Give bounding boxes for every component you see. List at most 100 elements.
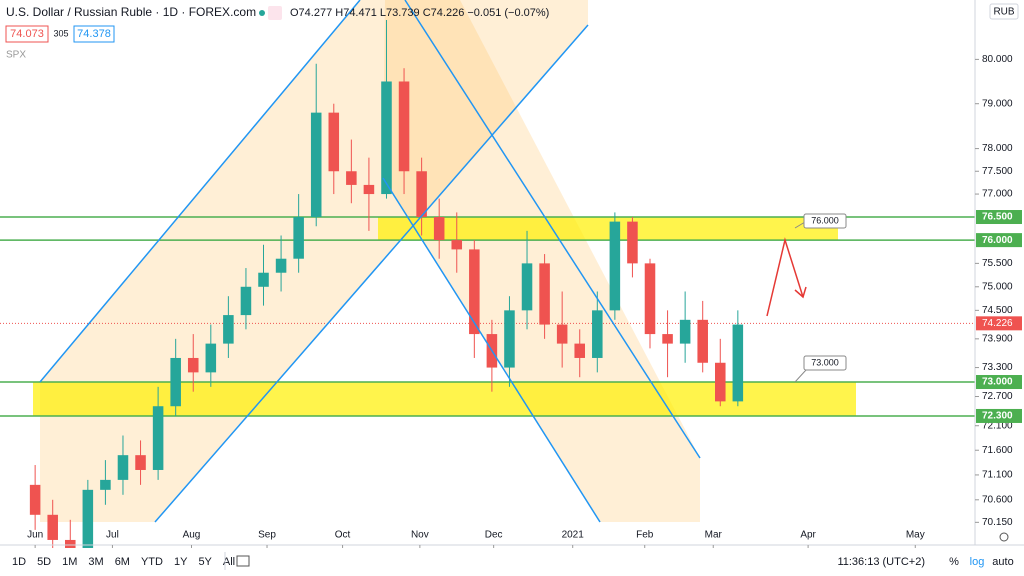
candle-body [205, 343, 217, 373]
y-tick-label: 80.000 [982, 54, 1013, 65]
ask: 74.378 [77, 28, 111, 40]
level-tag-label: 72.300 [982, 411, 1013, 422]
x-tick-label: Nov [411, 530, 429, 541]
currency-badge [989, 3, 1019, 20]
candle-body [363, 184, 375, 195]
settings-button[interactable] [999, 532, 1009, 542]
callout-text: 76.000 [811, 215, 839, 225]
candle-body [592, 310, 603, 358]
toolbar [0, 548, 1024, 576]
date-range-button[interactable] [236, 555, 250, 567]
price-axis [975, 0, 1024, 545]
range-button[interactable]: 1D [12, 556, 26, 568]
level-tag [976, 408, 1022, 423]
y-tick-label: 75.000 [982, 281, 1013, 292]
candle-body [65, 539, 76, 556]
x-tick-label: Aug [183, 530, 201, 541]
candle-body [117, 455, 129, 480]
y-tick-label: 73.300 [982, 362, 1013, 373]
candle-body [310, 112, 322, 218]
indicator-label: SPX [6, 50, 26, 61]
candle-body [170, 357, 181, 407]
range-button[interactable]: All [223, 556, 235, 568]
candle-body [609, 221, 621, 311]
callout-box [803, 213, 847, 229]
candle-body [644, 263, 656, 335]
arrow-head [794, 286, 807, 299]
y-tick-label: 77.500 [982, 166, 1013, 177]
x-tick-label: 2021 [562, 530, 585, 541]
last-price-tag [976, 316, 1022, 331]
x-tick-label: Jul [106, 530, 119, 541]
candle-body [381, 81, 392, 195]
level-tag [976, 375, 1022, 390]
candle-body [697, 319, 708, 363]
y-tick-label: 73.900 [982, 333, 1013, 344]
percent-toggle[interactable]: % [949, 556, 959, 568]
y-tick-label: 78.000 [982, 143, 1013, 154]
level-tag-label: 73.000 [982, 377, 1013, 388]
level-tag-label: 76.500 [982, 212, 1013, 223]
level-tag-label: 76.000 [982, 235, 1013, 246]
candle-body [521, 263, 533, 311]
bid-box [5, 25, 49, 43]
callout-box [803, 355, 847, 371]
candle-body [187, 357, 199, 373]
channel-line [382, 177, 601, 523]
spread: 305 [53, 28, 68, 38]
range-button[interactable]: 5D [37, 556, 51, 568]
candle-body [469, 249, 480, 335]
candle-body [679, 319, 691, 344]
callout-line [794, 369, 807, 383]
y-tick-label: 79.000 [982, 98, 1013, 109]
y-tick-label: 75.500 [982, 258, 1013, 269]
y-tick-label: 77.000 [982, 189, 1013, 200]
y-tick-label: 74.500 [982, 305, 1013, 316]
range-button[interactable]: 6M [115, 556, 130, 568]
range-button[interactable]: 1Y [174, 556, 188, 568]
channel-line [404, 0, 701, 459]
candle-body [135, 455, 146, 470]
candle-body [293, 217, 304, 259]
candle-body [627, 221, 638, 264]
candle-body [662, 334, 673, 344]
resistance-zone [378, 217, 838, 240]
log-toggle[interactable]: log [970, 556, 985, 568]
clock: 11:36:13 (UTC+2) [837, 556, 925, 568]
ohlc: O74.277 H74.471 L73.739 C74.226 −0.051 (… [290, 7, 549, 19]
currency: RUB [993, 7, 1014, 18]
channel-line [39, 0, 361, 383]
symbol-title: U.S. Dollar / Russian Ruble · 1D · FOREX… [6, 5, 256, 19]
last-price-label: 74.226 [982, 318, 1013, 329]
candle-body [275, 258, 287, 273]
indicator-icon [268, 6, 282, 20]
candle-body [451, 240, 463, 250]
range-button[interactable]: 1M [62, 556, 77, 568]
candle-body [258, 272, 269, 287]
range-button[interactable]: 5Y [198, 556, 212, 568]
callout-text: 73.000 [811, 357, 839, 367]
ask-box [73, 25, 115, 43]
y-tick-label: 71.600 [982, 445, 1013, 456]
candle-body [100, 479, 111, 490]
range-button[interactable]: YTD [141, 556, 163, 568]
status-dot [259, 10, 265, 16]
candle-body [416, 171, 427, 218]
range-button[interactable]: 3M [88, 556, 103, 568]
callout-line [794, 221, 806, 229]
x-tick-label: Dec [485, 530, 503, 541]
y-tick-label: 72.700 [982, 391, 1013, 402]
candle-body [715, 362, 726, 402]
candle-body [152, 406, 164, 470]
candle-body [732, 324, 744, 402]
x-tick-label: Jun [27, 530, 43, 541]
auto-toggle[interactable]: auto [992, 556, 1013, 568]
candle-body [223, 315, 234, 344]
bid: 74.073 [10, 28, 44, 40]
x-tick-label: Sep [258, 530, 276, 541]
candle-body [504, 310, 515, 368]
candle-body [328, 112, 340, 172]
